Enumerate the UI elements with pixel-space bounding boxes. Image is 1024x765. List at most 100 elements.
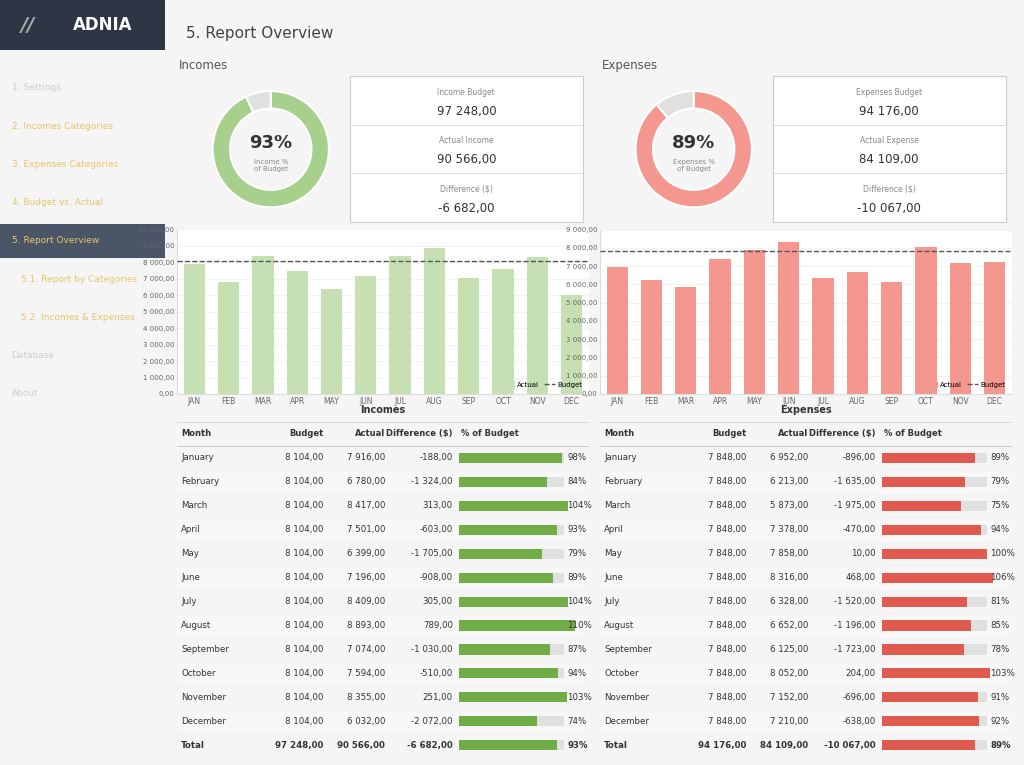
Bar	[321, 288, 342, 394]
Bar	[177, 614, 589, 637]
Text: Expenses: Expenses	[780, 405, 831, 415]
Text: 10,00: 10,00	[851, 549, 876, 558]
Text: 4. Budget vs. Actual: 4. Budget vs. Actual	[11, 198, 102, 207]
Text: 74%: 74%	[567, 717, 587, 726]
Text: 8 104,00: 8 104,00	[285, 717, 324, 726]
Text: June: June	[604, 573, 623, 582]
Text: 468,00: 468,00	[846, 573, 876, 582]
Text: 204,00: 204,00	[846, 669, 876, 678]
Text: 89%: 89%	[567, 573, 587, 582]
Text: 8 104,00: 8 104,00	[285, 621, 324, 630]
Text: March: March	[604, 501, 631, 510]
Bar	[882, 620, 987, 630]
Text: Total: Total	[604, 741, 628, 750]
Text: 87%: 87%	[567, 645, 587, 654]
Text: 7 848,00: 7 848,00	[708, 693, 746, 702]
Text: 90 566,00: 90 566,00	[337, 741, 385, 750]
Text: 6 032,00: 6 032,00	[347, 717, 385, 726]
Bar	[882, 620, 972, 630]
Text: 97 248,00: 97 248,00	[274, 741, 324, 750]
Text: 305,00: 305,00	[423, 597, 453, 606]
Text: 7 848,00: 7 848,00	[708, 573, 746, 582]
Bar	[882, 669, 987, 679]
Bar	[882, 549, 987, 558]
Text: About: About	[11, 389, 38, 399]
Text: 7 501,00: 7 501,00	[347, 525, 385, 534]
Text: 97 248,00: 97 248,00	[436, 105, 497, 118]
Text: Actual Income: Actual Income	[439, 136, 494, 145]
Bar	[882, 669, 990, 679]
Text: July: July	[181, 597, 197, 606]
Bar	[218, 282, 240, 394]
Bar	[424, 248, 445, 394]
Bar	[710, 259, 731, 394]
Bar	[459, 741, 564, 750]
Text: 7 848,00: 7 848,00	[708, 645, 746, 654]
Text: -1 520,00: -1 520,00	[835, 597, 876, 606]
Text: -6 682,00: -6 682,00	[438, 202, 495, 215]
Text: Income Budget: Income Budget	[437, 87, 496, 96]
Text: March: March	[181, 501, 208, 510]
Text: ADNIA: ADNIA	[73, 16, 132, 34]
Wedge shape	[656, 91, 693, 118]
Text: -638,00: -638,00	[843, 717, 876, 726]
Text: 7 848,00: 7 848,00	[708, 453, 746, 462]
Text: 7 210,00: 7 210,00	[770, 717, 808, 726]
Text: 8 104,00: 8 104,00	[285, 645, 324, 654]
Bar	[882, 692, 978, 702]
Text: 98%: 98%	[567, 453, 587, 462]
Text: 8 104,00: 8 104,00	[285, 549, 324, 558]
Text: 81%: 81%	[990, 597, 1010, 606]
Text: September: September	[604, 645, 652, 654]
Bar	[459, 620, 574, 630]
Bar	[459, 692, 564, 702]
Text: Expenses: Expenses	[602, 60, 658, 72]
Bar	[882, 741, 976, 750]
Text: 5.2. Incomes & Expenses: 5.2. Incomes & Expenses	[22, 313, 135, 322]
Text: 5.1. Report by Categories: 5.1. Report by Categories	[22, 275, 137, 284]
Bar	[459, 525, 557, 535]
Wedge shape	[636, 91, 752, 207]
Text: January: January	[181, 453, 214, 462]
Text: December: December	[181, 717, 226, 726]
Text: //: //	[20, 16, 35, 34]
Text: 7 848,00: 7 848,00	[708, 477, 746, 487]
Legend: Actual, Budget: Actual, Budget	[924, 379, 1009, 390]
Bar	[459, 572, 564, 583]
Text: April: April	[604, 525, 624, 534]
Text: 104%: 104%	[567, 597, 592, 606]
Text: August: August	[181, 621, 212, 630]
Text: 789,00: 789,00	[423, 621, 453, 630]
Bar	[882, 549, 987, 558]
Text: 5 873,00: 5 873,00	[770, 501, 808, 510]
Text: 7 848,00: 7 848,00	[708, 525, 746, 534]
Text: 91%: 91%	[990, 693, 1010, 702]
Bar	[882, 741, 987, 750]
Bar	[459, 741, 557, 750]
Bar	[847, 272, 868, 394]
Text: -6 682,00: -6 682,00	[408, 741, 453, 750]
Text: 8 893,00: 8 893,00	[347, 621, 385, 630]
Text: 8 316,00: 8 316,00	[770, 573, 808, 582]
Text: -188,00: -188,00	[420, 453, 453, 462]
Bar	[459, 692, 567, 702]
Text: -1 030,00: -1 030,00	[412, 645, 453, 654]
Bar	[882, 500, 961, 511]
Bar	[882, 644, 964, 655]
Bar	[915, 247, 937, 394]
Text: 7 848,00: 7 848,00	[708, 549, 746, 558]
Text: -1 975,00: -1 975,00	[835, 501, 876, 510]
Text: -10 067,00: -10 067,00	[824, 741, 876, 750]
Text: 94%: 94%	[990, 525, 1010, 534]
Text: Expenses Budget: Expenses Budget	[856, 87, 923, 96]
Text: % of Budget: % of Budget	[884, 429, 942, 438]
Text: 5. Report Overview: 5. Report Overview	[11, 236, 98, 246]
Text: Income %
of Budget: Income % of Budget	[254, 159, 288, 172]
Text: -2 072,00: -2 072,00	[412, 717, 453, 726]
Bar	[459, 500, 568, 511]
Bar	[600, 470, 1012, 493]
Text: -908,00: -908,00	[420, 573, 453, 582]
Text: 5. Report Overview: 5. Report Overview	[186, 26, 334, 41]
Text: 7 378,00: 7 378,00	[770, 525, 808, 534]
Text: 8 104,00: 8 104,00	[285, 693, 324, 702]
